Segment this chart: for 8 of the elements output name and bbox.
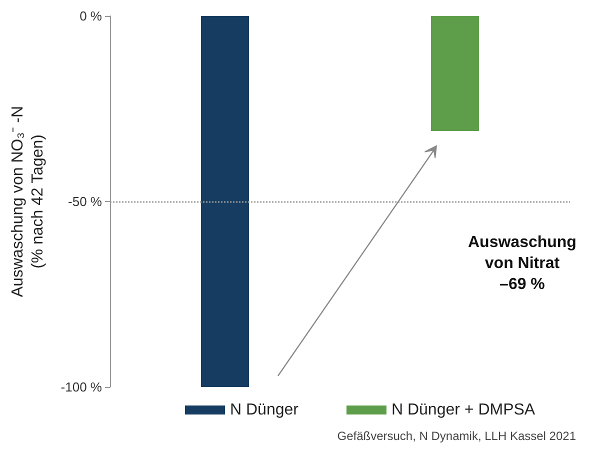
text: Gefäßversuch, N Dynamik, LLH Kassel 2021 bbox=[337, 429, 576, 443]
annotation: Auswaschung von Nitrat –69 % bbox=[468, 234, 576, 293]
y-tick-label: -100 % bbox=[60, 380, 102, 394]
y-tick-label: 0 % bbox=[80, 8, 102, 24]
legend-label: N Dünger bbox=[230, 402, 300, 418]
y-axis-title: Auswaschung von NO₃⁻ -N (% nach 42 Tagen) bbox=[10, 106, 46, 298]
legend-label: N Dünger + DMPSA bbox=[391, 402, 536, 418]
y-tick-label: -50 % bbox=[68, 194, 102, 209]
